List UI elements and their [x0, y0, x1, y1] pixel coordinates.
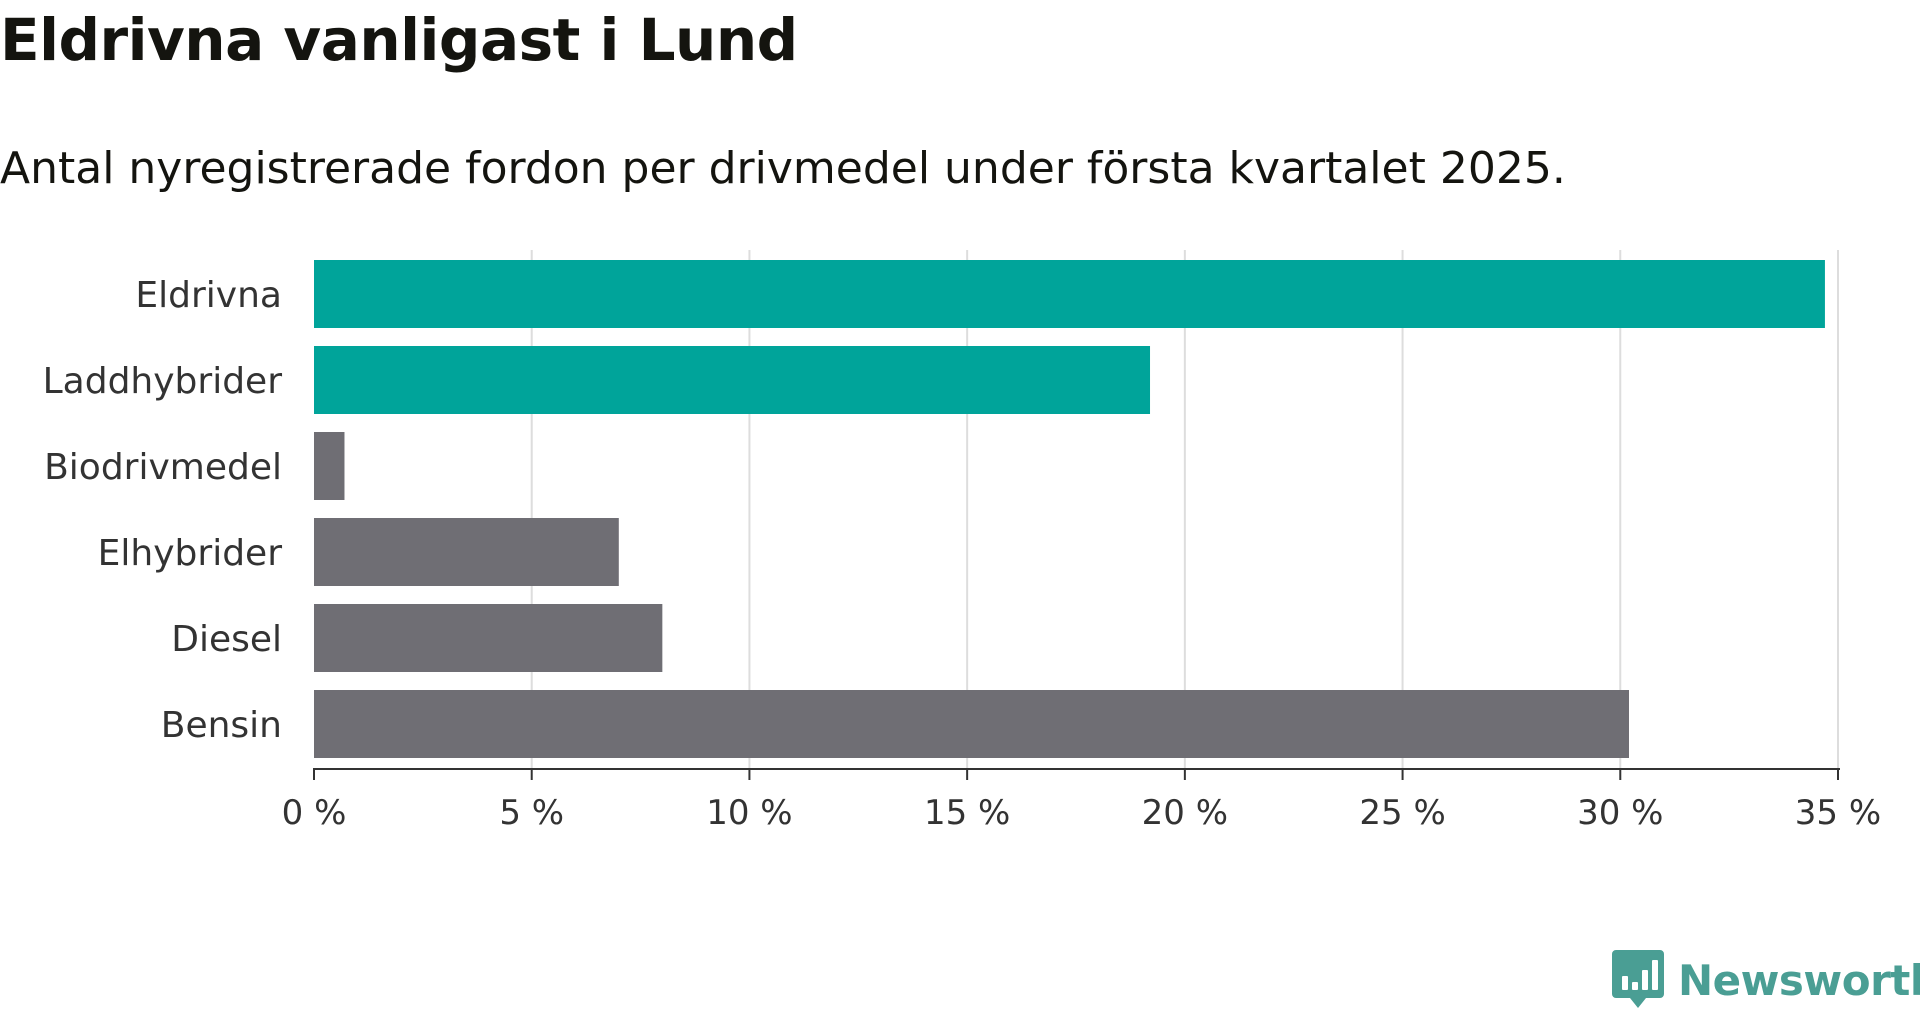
- x-tick-label: 20 %: [1142, 793, 1228, 830]
- x-tick-label: 0 %: [282, 793, 347, 830]
- category-label: Eldrivna: [135, 275, 282, 316]
- x-axis: 0 % 5 % 10 % 15 % 20 % 25 % 30 % 35 %: [282, 768, 1881, 830]
- x-tick-label: 15 %: [924, 793, 1010, 830]
- x-tick-label: 35 %: [1795, 793, 1881, 830]
- newsworthy-logo: Newsworthy: [1612, 950, 1920, 1010]
- category-labels: Eldrivna Laddhybrider Biodrivmedel Elhybrid…: [43, 275, 283, 746]
- chat-bar-chart-icon: [1612, 950, 1664, 1008]
- category-label: Diesel: [171, 619, 282, 660]
- brand-name: Newsworthy: [1678, 955, 1920, 1005]
- bar: [314, 690, 1629, 758]
- bars: [314, 260, 1825, 758]
- bar: [314, 604, 663, 672]
- x-tick-label: 10 %: [706, 793, 792, 830]
- category-label: Bensin: [161, 705, 282, 746]
- bar: [314, 432, 345, 500]
- bar: [314, 346, 1151, 414]
- bar: [314, 260, 1825, 328]
- bar-chart: 0 % 5 % 10 % 15 % 20 % 25 % 30 % 35 % Eldrivna L…: [43, 250, 1881, 830]
- chart-subtitle: Antal nyregistrerade fordon per drivmede…: [0, 143, 1566, 194]
- x-tick-label: 5 %: [499, 793, 564, 830]
- chart-title: Eldrivna vanligast i Lund: [0, 6, 798, 74]
- x-tick-label: 30 %: [1577, 793, 1663, 830]
- category-label: Elhybrider: [98, 533, 283, 574]
- bar: [314, 518, 619, 586]
- grid-lines: [530, 250, 1839, 768]
- category-label: Laddhybrider: [43, 361, 283, 402]
- category-label: Biodrivmedel: [44, 447, 282, 488]
- x-tick-label: 25 %: [1359, 793, 1445, 830]
